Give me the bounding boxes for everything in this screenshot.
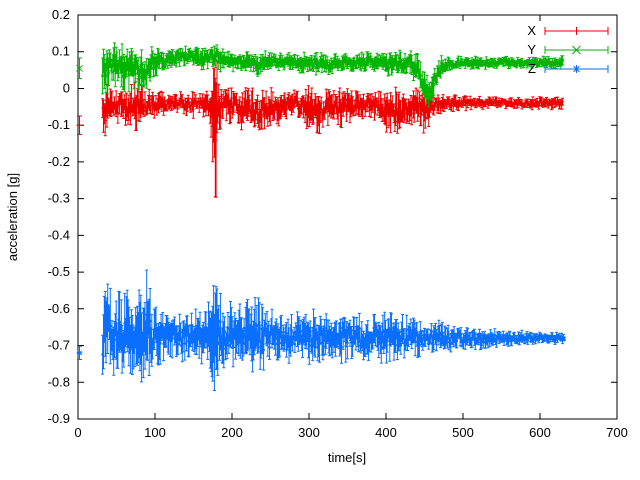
legend-label-Y: Y [527,42,536,57]
y-tick-label: -0.1 [48,117,70,132]
legend-label-Z: Z [528,61,536,76]
legend-sample-Y [544,45,609,55]
series-Z-markers [76,313,566,356]
y-tick-label: -0.3 [48,191,70,206]
legend-label-X: X [527,23,536,38]
x-tick-label: 600 [529,425,551,440]
y-tick-label: 0.1 [52,44,70,59]
legend-sample-X [544,27,609,35]
series-Y-markers [76,49,565,99]
x-tick-label: 400 [375,425,397,440]
x-tick-label: 200 [221,425,243,440]
x-tick-label: 300 [298,425,320,440]
y-tick-label: -0.8 [48,374,70,389]
series-X-markers [76,91,564,142]
y-tick-label: -0.4 [48,227,70,242]
y-tick-label: -0.2 [48,154,70,169]
x-tick-label: 700 [606,425,628,440]
y-tick-label: -0.7 [48,338,70,353]
y-tick-label: -0.6 [48,301,70,316]
series-X-errorbar-caps [77,51,565,198]
y-tick-label: 0.2 [52,7,70,22]
y-axis-label: acceleration [g] [5,173,20,261]
x-tick-label: 100 [144,425,166,440]
series-X-errorbars [79,52,564,198]
y-tick-label: -0.5 [48,264,70,279]
y-tick-label: 0 [63,81,70,96]
x-tick-label: 0 [74,425,81,440]
legend-sample-Z [544,65,609,73]
x-axis-label: time[s] [328,450,366,465]
plot-generated-content: 0 100 200 300 400 500 600 700 0.2 0.1 0 -0.1 -0.2 -0.… [48,7,628,440]
x-tick-label: 500 [452,425,474,440]
y-tick-label: -0.9 [48,411,70,426]
